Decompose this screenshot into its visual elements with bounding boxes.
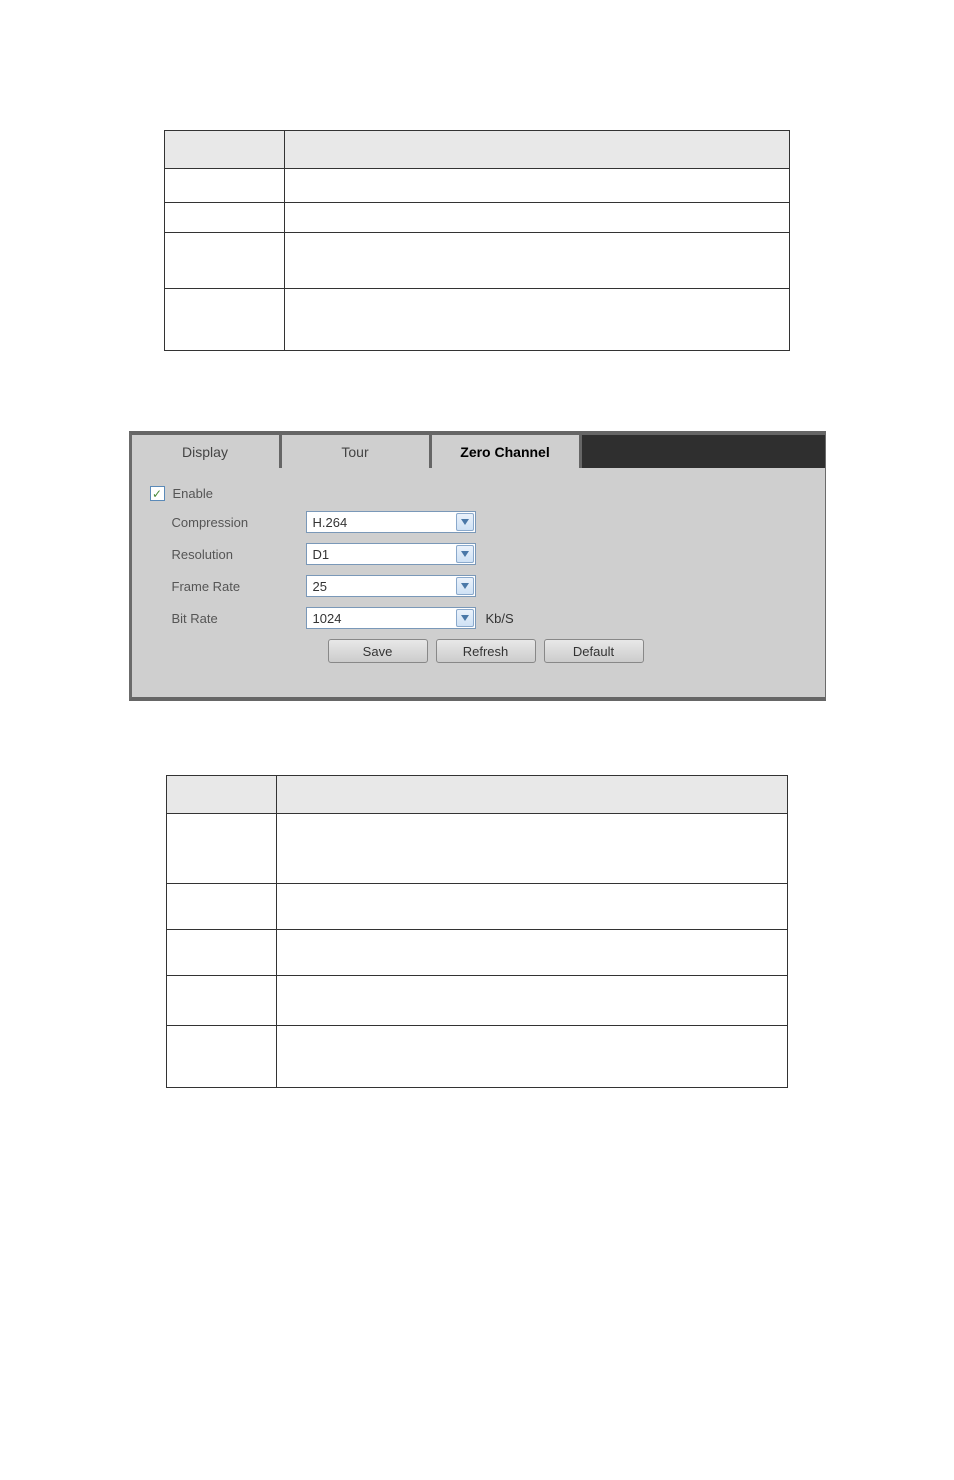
table2-row1-param: [167, 884, 277, 930]
table1-row3-param: [165, 289, 285, 351]
table2-row2-param: [167, 930, 277, 976]
bit-rate-row: Bit Rate 1024 Kb/S: [150, 607, 807, 629]
zero-channel-panel: Display Tour Zero Channel ✓ Enable Compr…: [129, 431, 826, 701]
table1-row0-param: [165, 169, 285, 203]
table1-row2-param: [165, 233, 285, 289]
chevron-down-icon: [456, 609, 474, 627]
table1-row2-func: [284, 233, 789, 289]
resolution-row: Resolution D1: [150, 543, 807, 565]
tab-zero-channel[interactable]: Zero Channel: [432, 435, 582, 468]
table1-row3-func: [284, 289, 789, 351]
table1-row1-param: [165, 203, 285, 233]
form-area: ✓ Enable Compression H.264 Resolution D1: [132, 468, 825, 697]
tab-row: Display Tour Zero Channel: [132, 435, 825, 468]
table2-row0-param: [167, 814, 277, 884]
tab-tour[interactable]: Tour: [282, 435, 432, 468]
resolution-select[interactable]: D1: [306, 543, 476, 565]
resolution-label: Resolution: [150, 547, 306, 562]
table2-row4-func: [276, 1026, 787, 1088]
frame-rate-label: Frame Rate: [150, 579, 306, 594]
frame-rate-select[interactable]: 25: [306, 575, 476, 597]
bit-rate-value: 1024: [307, 611, 455, 626]
table2-row3-param: [167, 976, 277, 1026]
default-button[interactable]: Default: [544, 639, 644, 663]
button-row: Save Refresh Default: [150, 639, 807, 663]
table2-header-func: [276, 776, 787, 814]
table1-header-param: [165, 131, 285, 169]
bit-rate-suffix: Kb/S: [486, 611, 514, 626]
tab-display[interactable]: Display: [132, 435, 282, 468]
frame-rate-row: Frame Rate 25: [150, 575, 807, 597]
param-table-2: [166, 775, 788, 1088]
compression-label: Compression: [150, 515, 306, 530]
chevron-down-icon: [456, 577, 474, 595]
table1-row1-func: [284, 203, 789, 233]
table2-row0-func: [276, 814, 787, 884]
compression-select[interactable]: H.264: [306, 511, 476, 533]
compression-value: H.264: [307, 515, 455, 530]
table2-header-param: [167, 776, 277, 814]
check-icon: ✓: [152, 488, 162, 500]
tab-filler: [582, 435, 825, 468]
compression-row: Compression H.264: [150, 511, 807, 533]
chevron-down-icon: [456, 545, 474, 563]
table2-row4-param: [167, 1026, 277, 1088]
param-table-1: [164, 130, 790, 351]
bit-rate-label: Bit Rate: [150, 611, 306, 626]
bit-rate-select[interactable]: 1024: [306, 607, 476, 629]
enable-row: ✓ Enable: [150, 486, 807, 501]
chevron-down-icon: [456, 513, 474, 531]
table2-row1-func: [276, 884, 787, 930]
save-button[interactable]: Save: [328, 639, 428, 663]
enable-checkbox[interactable]: ✓: [150, 486, 165, 501]
resolution-value: D1: [307, 547, 455, 562]
table1-row0-func: [284, 169, 789, 203]
table1-header-func: [284, 131, 789, 169]
table2-row2-func: [276, 930, 787, 976]
table2-row3-func: [276, 976, 787, 1026]
frame-rate-value: 25: [307, 579, 455, 594]
refresh-button[interactable]: Refresh: [436, 639, 536, 663]
enable-label: Enable: [173, 486, 213, 501]
